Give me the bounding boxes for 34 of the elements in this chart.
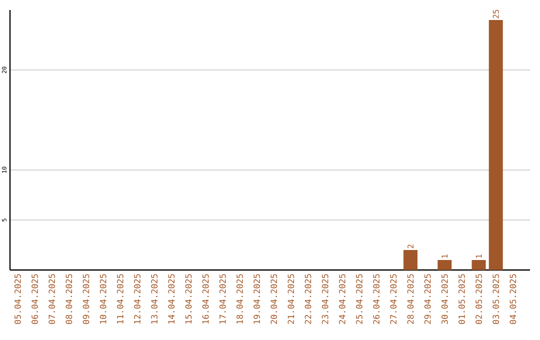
x-tick-label: 24.04.2025 [338, 274, 346, 324]
x-tick-label: 29.04.2025 [424, 274, 431, 324]
x-tick-label: 23.04.2025 [322, 274, 328, 324]
x-tick-label: 21.04.2025 [288, 274, 294, 324]
x-tick-label: 30.04.2025 [441, 274, 448, 324]
x-tick-label: 25.04.2025 [356, 274, 362, 324]
x-tick-label: 18.04.2025 [236, 274, 243, 324]
x-tick-label: 28.04.2025 [407, 274, 414, 324]
x-tick-label: 22.04.2025 [304, 274, 312, 324]
bar [438, 260, 452, 270]
x-tick-label: 17.04.2025 [219, 274, 226, 324]
x-tick-label: 01.05.2025 [458, 274, 465, 324]
x-tick-label: 09.04.2025 [82, 274, 90, 324]
x-tick-label: 12.04.2025 [134, 274, 140, 324]
x-tick-label: 11.04.2025 [116, 274, 124, 324]
x-tick-label: 27.04.2025 [390, 274, 397, 324]
x-tick-label: 26.04.2025 [373, 274, 380, 324]
x-tick-label: 02.05.2025 [476, 274, 482, 324]
x-tick-label: 15.04.2025 [185, 274, 192, 324]
bar [403, 250, 418, 270]
bar [472, 260, 486, 270]
x-tick-label: 14.04.2025 [168, 274, 175, 324]
x-tick-label: 07.04.2025 [48, 274, 56, 324]
x-tick-label: 05.04.2025 [14, 274, 21, 324]
x-tick-label: 10.04.2025 [100, 274, 106, 324]
x-tick-label: 20.04.2025 [270, 274, 278, 324]
bar [488, 20, 503, 270]
x-tick-label: 03.05.2025 [492, 274, 500, 324]
x-tick-label: 16.04.2025 [202, 274, 209, 324]
x-tick-label: 19.04.2025 [254, 274, 260, 324]
x-tick-label: 13.04.2025 [151, 274, 158, 324]
x-tick-label: 04.05.2025 [510, 274, 516, 324]
x-tick-label: 06.04.2025 [32, 274, 38, 324]
x-tick-label: 08.04.2025 [66, 274, 72, 324]
